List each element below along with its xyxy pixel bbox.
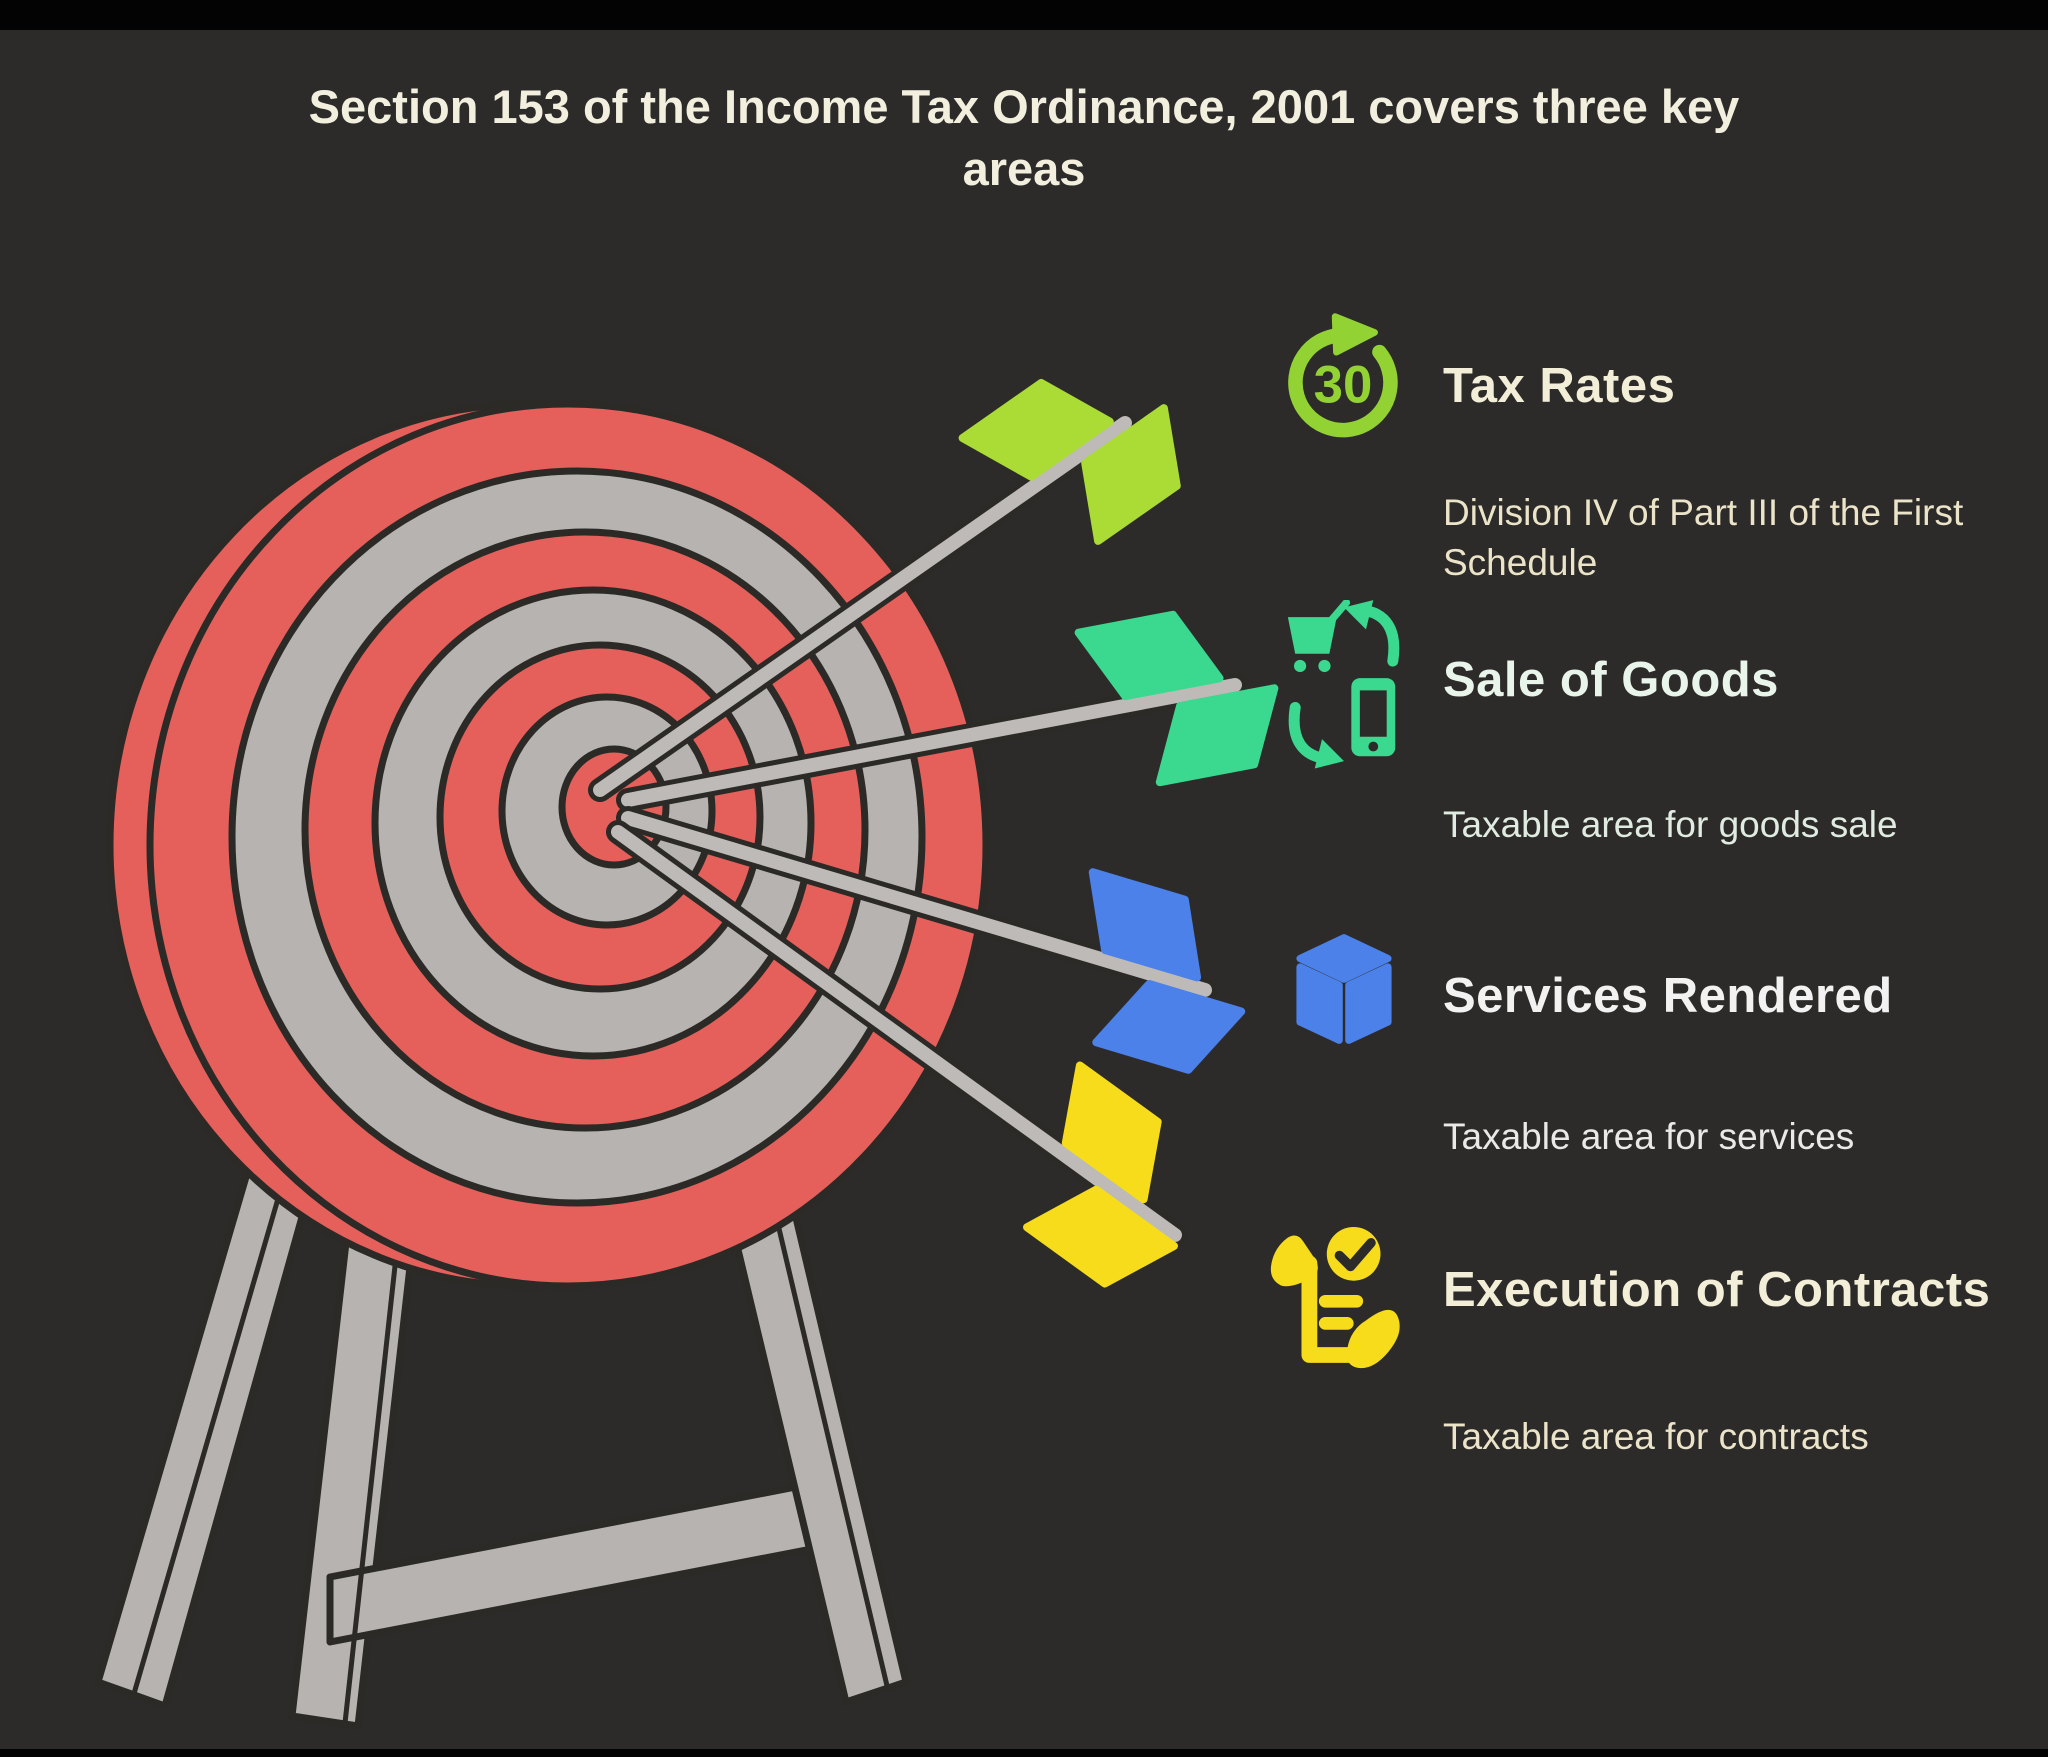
cube-icon [1296,934,1392,1044]
contract-check-icon [1270,1227,1400,1369]
arrow-sale-of-goods [616,610,1279,812]
target-board [106,400,990,1290]
rotate-30-icon: 30 [1288,313,1398,438]
item-title-tax-rates: Tax Rates [1443,359,1676,413]
item-desc-tax-rates: Division IV of Part III of the First Sch… [1443,492,1964,584]
arrow-execution-of-contracts [606,820,1187,1288]
tripod-stand [94,1062,910,1730]
page-title: Section 153 of the Income Tax Ordinance,… [308,80,1740,196]
item-desc-execution-of-contracts: Taxable area for contracts [1443,1416,1869,1457]
item-desc-sale-of-goods: Taxable area for goods sale [1443,804,1898,845]
goods-exchange-icon [1287,600,1400,769]
item-title-sale-of-goods: Sale of Goods [1443,653,1779,707]
item-title-execution-of-contracts: Execution of Contracts [1443,1263,1991,1317]
top-letterbox-bar [0,0,2048,30]
rotate-30-icon-number: 30 [1314,356,1373,415]
bottom-letterbox-bar [0,1749,2048,1757]
arrow-tax-rates [588,378,1181,802]
arrow-services-rendered [616,806,1246,1074]
item-title-services-rendered: Services Rendered [1443,969,1893,1023]
item-desc-services-rendered: Taxable area for services [1443,1116,1855,1157]
